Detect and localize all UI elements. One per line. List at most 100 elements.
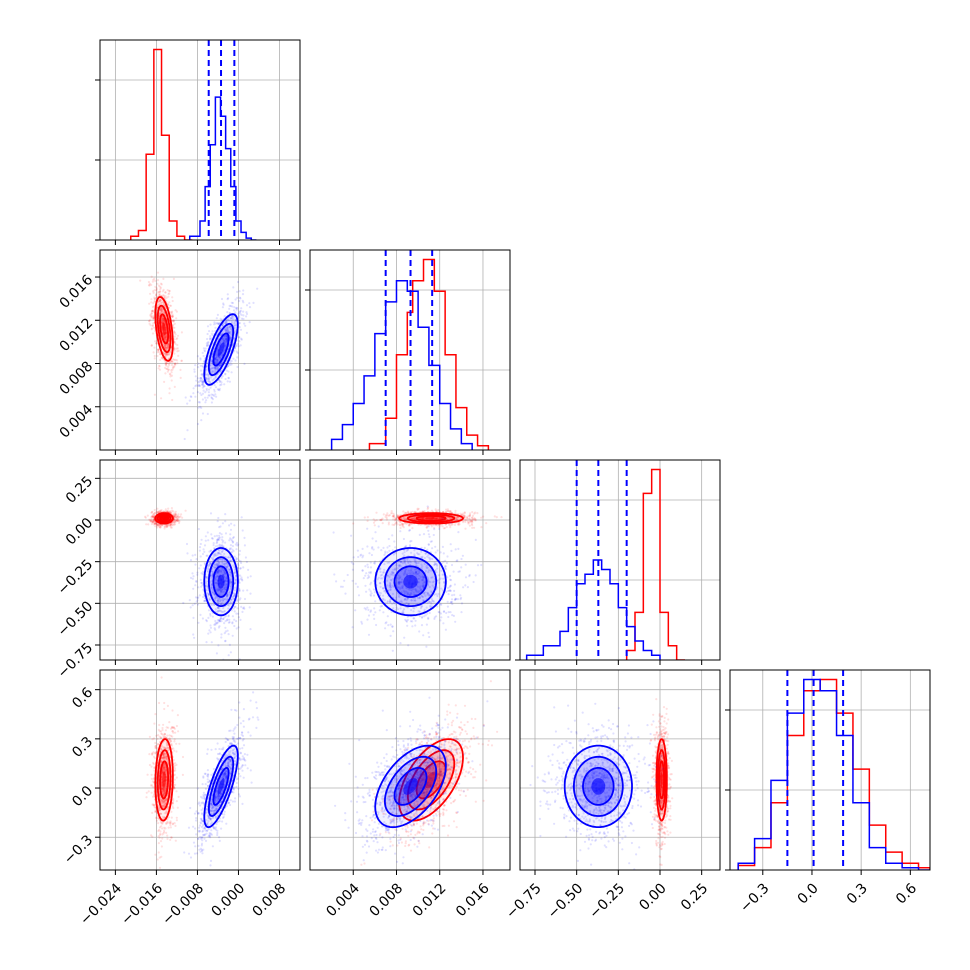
scatter-point: [240, 605, 243, 609]
scatter-point: [220, 636, 223, 639]
scatter-point: [215, 350, 219, 353]
scatter-point: [159, 526, 162, 529]
scatter-point: [428, 600, 431, 603]
scatter-point: [164, 336, 167, 339]
scatter-point: [227, 330, 230, 333]
scatter-point: [202, 593, 206, 596]
scatter-point: [208, 550, 211, 553]
scatter-point: [218, 323, 221, 326]
scatter-point: [234, 319, 237, 322]
scatter-point: [150, 516, 153, 519]
scatter-point: [184, 509, 187, 512]
scatter-point: [161, 319, 164, 322]
scatter-point: [231, 595, 234, 598]
scatter-point: [420, 550, 423, 553]
scatter-point: [214, 554, 217, 557]
scatter-point: [171, 361, 174, 364]
scatter-point: [155, 342, 158, 345]
scatter-point: [216, 360, 219, 363]
scatter-point: [221, 559, 224, 562]
scatter-point: [220, 333, 223, 336]
scatter-point: [447, 611, 450, 614]
scatter-point: [446, 517, 449, 520]
scatter-point: [201, 383, 205, 386]
scatter-point: [206, 412, 209, 416]
scatter-point: [421, 615, 424, 619]
scatter-point: [391, 523, 394, 526]
scatter-point: [389, 584, 392, 587]
scatter-point: [208, 337, 211, 340]
scatter-point: [205, 399, 208, 402]
scatter-point: [211, 330, 214, 333]
scatter-point: [402, 573, 406, 577]
scatter-point: [220, 383, 223, 386]
scatter-point: [158, 298, 161, 301]
scatter-point: [152, 314, 155, 317]
scatter-point: [468, 575, 471, 578]
scatter-point: [219, 525, 222, 528]
scatter-point: [166, 289, 169, 292]
scatter-point: [351, 626, 354, 629]
scatter-point: [155, 288, 159, 291]
scatter-point: [234, 322, 237, 325]
histogram-blue-series: [330, 279, 473, 450]
scatter-point: [467, 521, 470, 524]
scatter-point: [209, 561, 212, 565]
scatter-point: [151, 520, 155, 523]
scatter-point: [190, 395, 193, 399]
scatter-point: [172, 330, 176, 333]
scatter-point: [220, 362, 223, 366]
scatter-point: [412, 572, 416, 575]
scatter-point: [426, 593, 429, 597]
scatter-point: [432, 524, 435, 527]
scatter-point: [194, 553, 197, 557]
scatter-point: [204, 539, 207, 542]
scatter-point: [210, 401, 213, 404]
scatter-point: [207, 378, 210, 381]
scatter-point: [245, 331, 248, 334]
scatter-point: [174, 513, 177, 516]
scatter-point: [234, 581, 237, 584]
scatter-point: [398, 523, 401, 526]
scatter-point: [421, 510, 424, 513]
scatter-point: [157, 510, 160, 514]
scatter-point: [404, 598, 407, 601]
scatter-point: [244, 556, 247, 559]
scatter-point: [152, 513, 155, 516]
scatter-point: [164, 524, 167, 527]
scatter-point: [204, 391, 207, 394]
scatter-point: [163, 343, 166, 346]
scatter-point: [229, 547, 233, 550]
scatter-point: [219, 557, 222, 561]
scatter-point: [225, 566, 229, 569]
scatter-point: [228, 326, 232, 329]
scatter-point: [214, 623, 217, 626]
scatter-point: [221, 375, 224, 378]
scatter-point: [418, 596, 421, 600]
scatter-point: [436, 605, 439, 608]
scatter-point: [468, 514, 472, 517]
scatter-point: [205, 577, 209, 580]
scatter-point: [139, 279, 142, 282]
scatter-point: [151, 309, 154, 312]
scatter-point: [233, 324, 236, 327]
scatter-point: [231, 315, 234, 318]
scatter-point: [224, 344, 227, 347]
scatter-point: [404, 517, 408, 521]
histogram-panel-1: [310, 250, 510, 450]
scatter-point: [455, 597, 458, 601]
scatter-point: [211, 615, 214, 618]
scatter-point: [425, 526, 428, 529]
scatter-point: [167, 524, 170, 527]
scatter-point: [205, 554, 208, 557]
scatter-point: [175, 338, 178, 341]
scatter-point: [374, 600, 377, 603]
scatter-point: [215, 352, 218, 355]
scatter-point: [224, 579, 227, 582]
scatter-point: [239, 297, 242, 300]
scatter-point: [404, 516, 407, 519]
scatter-point: [152, 521, 155, 524]
scatter-point: [153, 277, 156, 280]
scatter-point: [210, 537, 214, 540]
scatter-point: [161, 318, 164, 321]
